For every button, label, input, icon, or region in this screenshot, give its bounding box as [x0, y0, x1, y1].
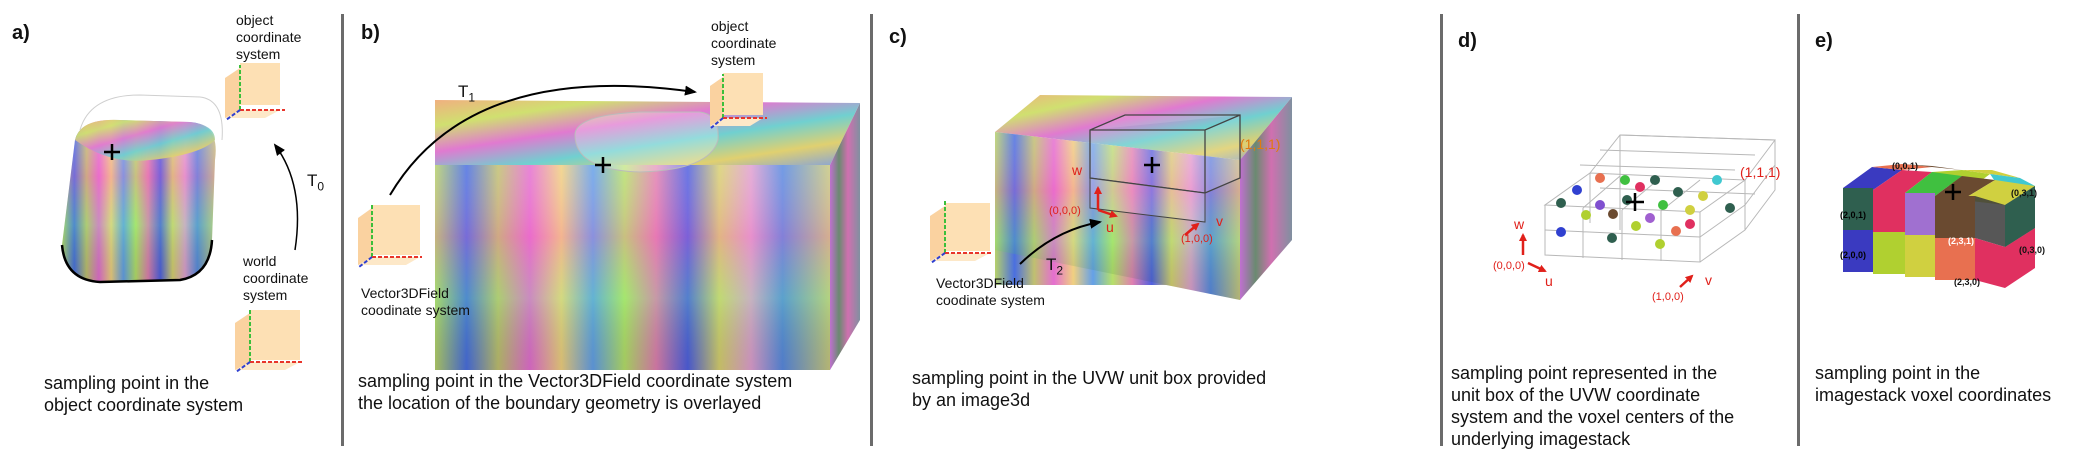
voxel-label-2-3-0: (2,3,0): [1954, 277, 1981, 287]
panel-c-transform-label: T2: [1046, 255, 1064, 278]
panel-a-world-cs-label: world coordinate system: [243, 253, 309, 303]
panel-c-corner-max: (1,1,1): [1240, 136, 1281, 152]
voxel-label-2-0-0: (2,0,0): [1840, 250, 1867, 260]
panel-b-field-cs-icon: [358, 204, 422, 268]
panel-c-uvw-axes: [1094, 186, 1200, 236]
panel-b-caption: sampling point in the Vector3DField coor…: [358, 371, 793, 413]
panel-a-world-cs-icon: [235, 310, 303, 373]
divider-de: [1797, 14, 1800, 446]
panel-a-shape: [60, 94, 223, 284]
panel-a-transform-label: T0: [307, 171, 325, 194]
panel-d-origin: (0,0,0): [1493, 260, 1525, 272]
panel-d-corner-max: (1,1,1): [1740, 164, 1781, 180]
panel-c-field-cs-label: Vector3DField coodinate system: [936, 275, 1045, 308]
voxel-label-2-3-1: (2,3,1): [1948, 236, 1975, 246]
voxel-label-2-0-1: (2,0,1): [1840, 210, 1867, 220]
panel-c-origin: (0,0,0): [1049, 205, 1081, 217]
panel-b-transform-arrow: [389, 84, 697, 196]
panel-d-v-corner: (1,0,0): [1652, 291, 1684, 303]
panel-d-voxel-centers: [1556, 173, 1735, 249]
panel-b-field-cs-label: Vector3DField coodinate system: [361, 285, 470, 318]
panel-c-axis-v: v: [1216, 213, 1223, 229]
divider-cd: [1440, 14, 1443, 446]
panel-a-object-cs-label: object coordinate system: [236, 12, 302, 62]
panel-d-axis-u: u: [1545, 273, 1553, 289]
voxel-label-0-3-0: (0,3,0): [2019, 245, 2046, 255]
panel-b-label: b): [361, 22, 380, 44]
divider-bc: [870, 14, 873, 446]
panel-e-label: e): [1815, 30, 1833, 52]
panel-c-axis-w: w: [1072, 162, 1083, 178]
panel-a-caption: sampling point in the object coordinate …: [44, 373, 244, 415]
panel-e-voxel-stack: [1843, 164, 2035, 288]
divider-ab: [341, 14, 344, 446]
panel-c-caption: sampling point in the UVW unit box provi…: [912, 368, 1267, 410]
panel-d-uvw-axes: [1519, 233, 1694, 288]
panel-c-v-corner: (1,0,0): [1181, 233, 1213, 245]
voxel-label-0-3-1: (0,3,1): [2011, 188, 2038, 198]
panel-c-transform-arrow: [1019, 218, 1102, 265]
voxel-label-0-0-1: (0,0,1): [1892, 161, 1919, 171]
panel-b-field-box: [435, 100, 860, 370]
panel-d-axis-v: v: [1705, 272, 1712, 288]
panel-b-object-cs-label: object coordinate system: [711, 18, 777, 68]
panel-c-field-box: [995, 95, 1292, 300]
panel-d-caption: sampling point represented in the unit b…: [1451, 363, 1735, 449]
panel-c-label: c): [889, 26, 907, 48]
panel-a-transform-arrow: [273, 143, 299, 251]
panel-e-caption: sampling point in the imagestack voxel c…: [1815, 363, 2052, 405]
panel-a-object-cs-icon: [225, 63, 285, 121]
panel-b-object-cs-icon: [710, 73, 767, 129]
panel-c-axis-u: u: [1106, 219, 1114, 235]
panel-c-field-cs-icon: [930, 200, 993, 264]
panel-d-label: d): [1458, 30, 1477, 52]
panel-b-transform-label: T1: [458, 82, 476, 105]
panel-a-label: a): [12, 22, 30, 44]
panel-d-axis-w: w: [1514, 216, 1525, 232]
